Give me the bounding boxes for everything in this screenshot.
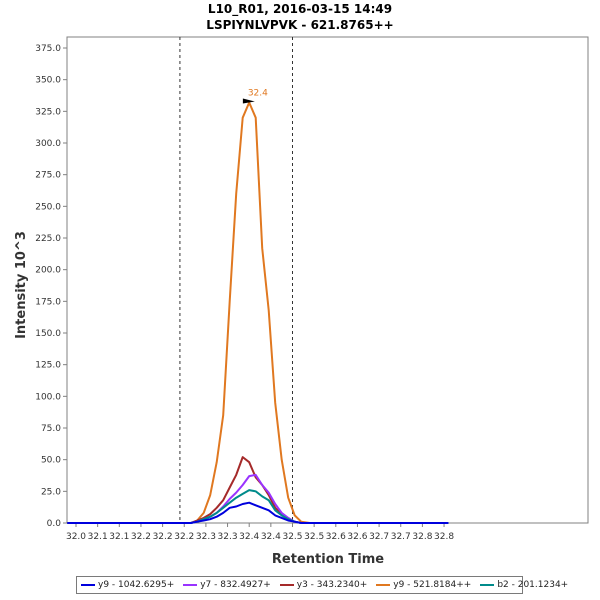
x-tick-label: 32.8 — [434, 532, 454, 542]
y-tick-label: 50.0 — [41, 456, 61, 466]
x-tick-label: 32.7 — [369, 532, 389, 542]
x-tick-label: 32.2 — [153, 532, 173, 542]
legend-swatch — [81, 584, 95, 586]
legend-item: y7 - 832.4927+ — [183, 580, 271, 590]
y-tick-label: 100.0 — [35, 392, 61, 402]
legend-swatch — [279, 584, 294, 586]
series-lines — [67, 101, 449, 524]
x-tick-label: 32.8 — [412, 532, 432, 542]
legend-swatch — [183, 584, 198, 586]
legend-swatch — [480, 584, 495, 586]
x-tick-label: 32.2 — [174, 532, 194, 542]
y-tick-label: 250.0 — [35, 202, 61, 212]
x-tick-label: 32.7 — [391, 532, 411, 542]
legend-swatch — [376, 584, 391, 586]
y-axis: 0.0 25.0 50.0 75.0 100.0 125.0 150.0 175.0 200.0… — [35, 44, 67, 529]
chart-subtitle: LSPIYNLVPVK - 621.8765++ — [206, 18, 393, 32]
x-tick-label: 32.0 — [66, 532, 86, 542]
plot-area — [66, 36, 589, 524]
y-axis-label: Intensity 10^3 — [14, 231, 29, 339]
legend-item: y3 - 343.2340+ — [279, 580, 368, 590]
x-tick-label: 32.5 — [282, 532, 302, 542]
legend: y9 - 1042.6295+ y7 - 832.4927+ y3 - 343.23… — [76, 576, 568, 594]
x-axis-label: Retention Time — [272, 552, 384, 567]
y-tick-label: 0.0 — [47, 519, 62, 529]
x-tick-label: 32.5 — [304, 532, 324, 542]
y-tick-label: 375.0 — [35, 44, 61, 54]
x-tick-label: 32.1 — [88, 532, 108, 542]
legend-label: y3 - 343.2340+ — [296, 580, 368, 590]
legend-item: b2 - 201.1234+ — [480, 580, 568, 590]
y-tick-label: 25.0 — [41, 487, 61, 497]
chart-title: L10_R01, 2016-03-15 14:49 — [208, 2, 392, 17]
y-tick-label: 150.0 — [35, 329, 61, 339]
y-tick-label: 175.0 — [35, 297, 61, 307]
x-tick-label: 32.3 — [218, 532, 238, 542]
y-tick-label: 225.0 — [35, 234, 61, 244]
y-tick-label: 200.0 — [35, 266, 61, 276]
x-tick-label: 32.6 — [326, 532, 346, 542]
peak-annotation-group: 32.4 — [242, 88, 268, 104]
legend-item: y9 - 1042.6295+ — [81, 580, 174, 590]
x-tick-label: 32.2 — [131, 532, 151, 542]
y-tick-label: 275.0 — [35, 171, 61, 181]
x-tick-label: 32.6 — [347, 532, 367, 542]
y-tick-label: 325.0 — [35, 107, 61, 117]
peak-label: 32.4 — [248, 88, 268, 98]
legend-item: y9 - 521.8184++ — [376, 580, 471, 590]
peak-marker-icon — [242, 98, 255, 104]
legend-label: b2 - 201.1234+ — [497, 580, 569, 590]
y-tick-label: 125.0 — [35, 361, 61, 371]
x-tick-label: 32.4 — [239, 532, 259, 542]
series-line — [67, 501, 449, 524]
legend-label: y7 - 832.4927+ — [200, 580, 271, 590]
x-axis: 32.0 32.1 32.1 32.2 32.2 32.2 32.3 32.3 32.4 32.4… — [66, 523, 454, 542]
legend-label: y9 - 521.8184++ — [393, 580, 472, 590]
x-tick-label: 32.4 — [261, 532, 281, 542]
y-tick-label: 75.0 — [41, 424, 61, 434]
y-tick-label: 300.0 — [35, 139, 61, 149]
legend-label: y9 - 1042.6295+ — [98, 580, 175, 590]
x-tick-label: 32.1 — [109, 532, 129, 542]
peak-boundaries — [179, 37, 293, 523]
y-tick-label: 350.0 — [35, 76, 61, 86]
x-tick-label: 32.3 — [196, 532, 216, 542]
